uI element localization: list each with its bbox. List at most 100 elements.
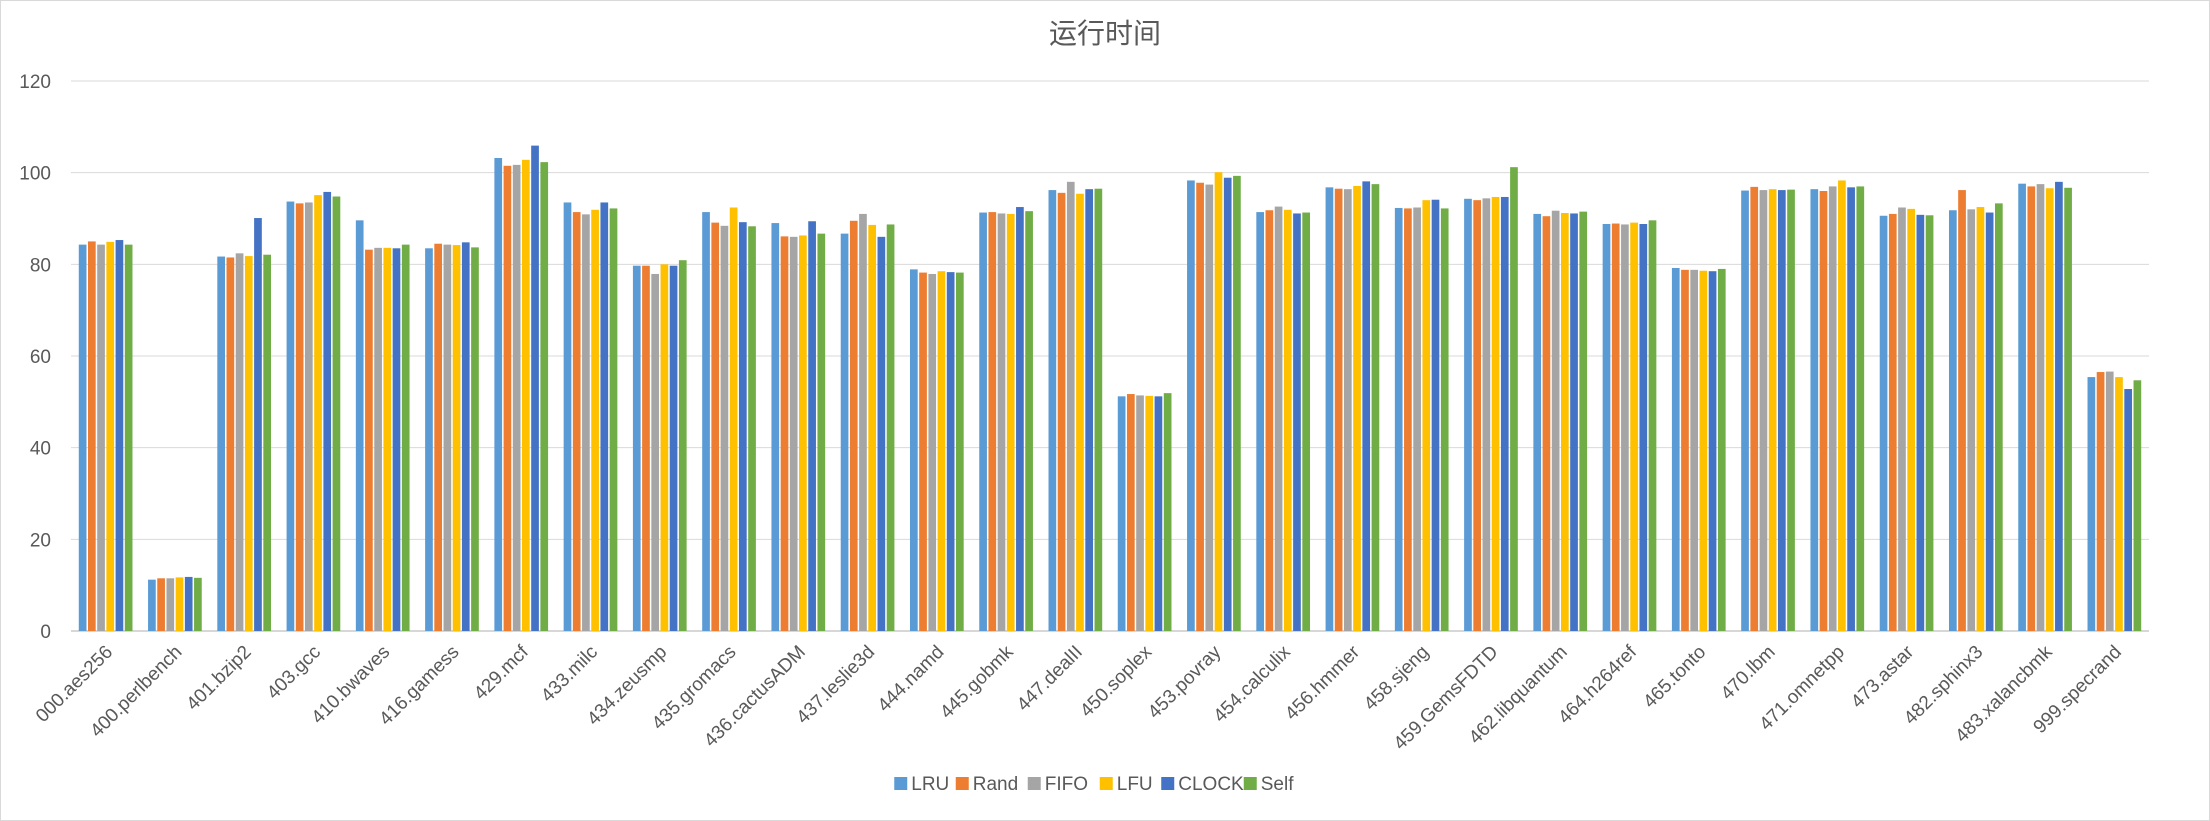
x-tick-label: 473.astar [1847,641,1918,712]
bar-clock-436.cactusADM [808,221,816,631]
bar-clock-410.bwaves [392,248,401,631]
x-tick-label: 458.sjeng [1360,642,1433,715]
bar-lru-433.milc [563,202,572,632]
bar-lru-462.libquantum [1533,213,1542,631]
bar-clock-403.gcc [323,191,332,631]
bar-lfu-000.aes256 [106,241,115,631]
bar-lru-445.gobmk [979,212,987,631]
bar-self-434.zeusmp [678,260,687,631]
bar-clock-450.soplex [1154,396,1163,631]
bar-lfu-403.gcc [314,195,322,631]
bar-self-454.calculix [1302,212,1311,631]
y-tick-label: 20 [30,530,51,551]
bar-lfu-473.astar [1907,208,1916,631]
bar-fifo-999.specrand [2105,371,2114,631]
bar-rand-447.dealII [1057,192,1066,632]
bar-lfu-433.milc [591,209,599,631]
bar-fifo-483.xalancbmk [2036,184,2045,631]
bar-lru-483.xalancbmk [2018,183,2026,631]
bar-rand-445.gobmk [988,212,997,632]
bar-rand-483.xalancbmk [2027,186,2036,631]
bar-clock-473.astar [1916,214,1925,632]
bar-lfu-434.zeusmp [660,264,669,631]
bar-self-453.povray [1233,175,1241,631]
y-tick-label: 100 [19,164,51,185]
x-tick-label: 445.gobmk [936,641,1018,723]
bar-fifo-434.zeusmp [651,273,660,631]
bar-rand-453.povray [1196,182,1204,631]
bar-fifo-401.bzip2 [235,253,244,632]
bar-lru-482.sphinx3 [1948,210,1957,631]
bar-lru-416.gamess [425,248,433,631]
bar-lru-454.calculix [1256,212,1265,632]
bar-lfu-416.gamess [452,245,461,632]
bar-clock-462.libquantum [1570,213,1578,632]
bar-lfu-450.soplex [1145,395,1154,631]
legend-label-fifo: FIFO [1045,774,1088,795]
bar-lru-458.sjeng [1394,207,1403,632]
bar-clock-437.leslie3d [877,236,886,632]
bar-fifo-433.milc [582,214,590,631]
y-tick-label: 120 [19,72,51,93]
bar-lfu-456.hmmer [1353,185,1361,632]
bar-rand-436.cactusADM [780,236,789,631]
bar-self-458.sjeng [1440,208,1449,631]
x-tick-label: 429.mcf [470,641,533,704]
bar-lru-999.specrand [2087,377,2096,631]
bar-rand-470.lbm [1750,186,1759,631]
bar-lru-437.leslie3d [840,233,849,631]
bar-self-401.bzip2 [263,254,272,632]
bar-lfu-470.lbm [1768,189,1777,631]
chart-title: 运行时间 [1049,17,1161,50]
bar-rand-454.calculix [1265,210,1274,631]
bar-lru-473.astar [1879,215,1888,631]
bar-self-000.aes256 [124,244,133,631]
bar-self-445.gobmk [1025,211,1033,631]
legend-label-lru: LRU [911,774,949,795]
bar-self-429.mcf [540,162,549,631]
bar-self-437.leslie3d [886,224,895,632]
bar-fifo-000.aes256 [97,244,105,631]
legend-swatch-clock [1161,777,1175,790]
legend: LRU Rand FIFO LFU CLOCK Self [894,774,1294,795]
bar-fifo-456.hmmer [1343,189,1352,631]
bar-rand-429.mcf [503,165,512,631]
bar-self-450.soplex [1163,393,1172,631]
legend-label-clock: CLOCK [1178,774,1244,795]
bar-self-436.cactusADM [817,233,826,631]
bar-clock-458.sjeng [1431,199,1440,632]
bar-self-465.tonto [1717,268,1726,631]
bar-clock-453.povray [1223,177,1232,632]
bar-rand-403.gcc [295,203,304,631]
bar-lru-435.gromacs [702,212,710,632]
bars-layer [78,145,2142,632]
bar-lru-444.namd [909,269,918,631]
bar-lfu-459.GemsFDTD [1491,196,1500,632]
bar-fifo-454.calculix [1274,206,1283,632]
bar-lru-403.gcc [286,201,295,631]
bar-lru-453.povray [1187,180,1195,632]
bar-lfu-462.libquantum [1560,213,1569,631]
bar-rand-465.tonto [1681,269,1689,631]
bar-fifo-470.lbm [1759,190,1768,632]
bar-lfu-454.calculix [1283,209,1292,631]
bar-rand-410.bwaves [365,249,373,631]
bar-self-464.h264ref [1648,220,1657,632]
x-tick-label: 433.milc [537,642,602,707]
legend-label-rand: Rand [973,774,1018,795]
bar-clock-401.bzip2 [254,218,262,631]
bar-clock-434.zeusmp [669,265,678,631]
x-tick-label: 401.bzip2 [183,642,256,715]
bar-lfu-444.namd [937,271,946,631]
bar-lru-436.cactusADM [771,223,780,632]
bar-self-447.dealII [1094,188,1103,632]
x-tick-label: 403.gcc [263,642,325,704]
bar-lfu-471.omnetpp [1838,180,1846,632]
bar-lfu-435.gromacs [729,207,738,631]
bar-rand-401.bzip2 [226,257,235,631]
legend-label-lfu: LFU [1117,774,1153,795]
x-tick-label: 444.namd [874,642,949,717]
bar-rand-437.leslie3d [849,220,858,631]
bar-clock-000.aes256 [115,240,124,631]
